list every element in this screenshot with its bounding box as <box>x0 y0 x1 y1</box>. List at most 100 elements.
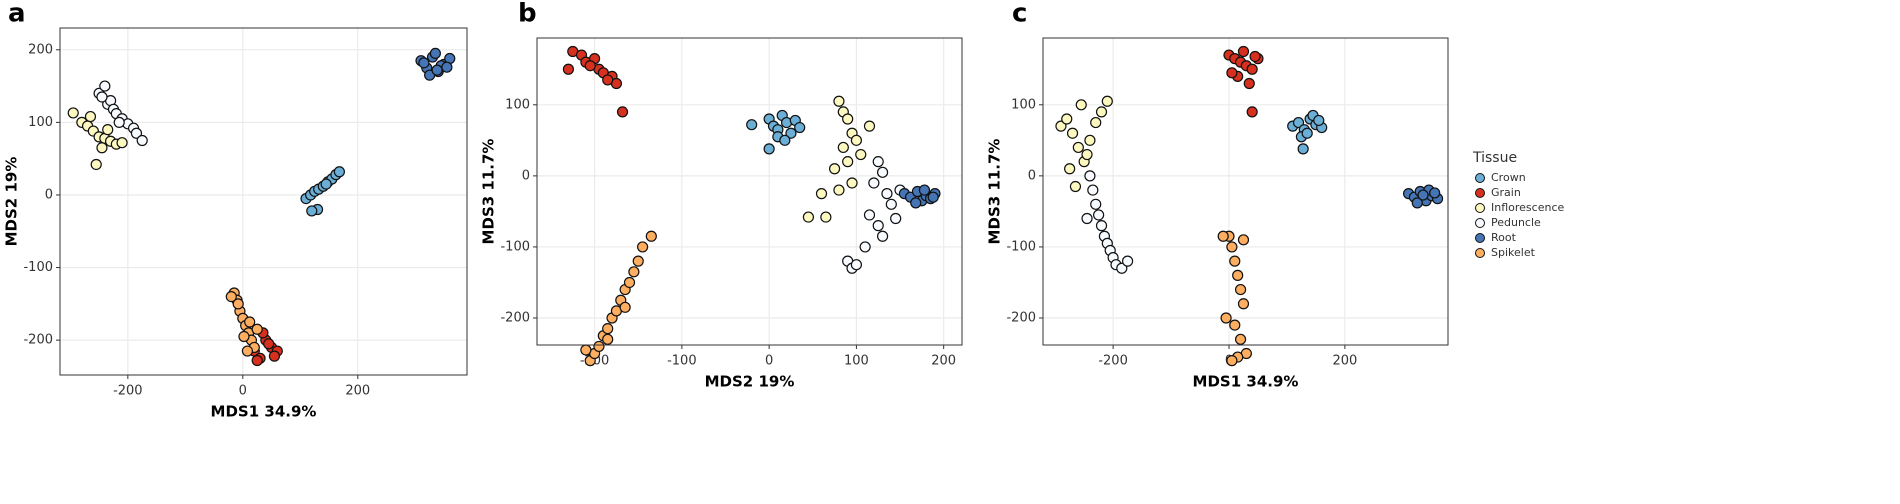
point <box>593 340 605 353</box>
point <box>1084 134 1096 146</box>
point <box>84 110 97 123</box>
y-tick-label: -100 <box>23 260 53 275</box>
point <box>746 119 758 131</box>
point <box>136 134 148 147</box>
point <box>96 142 108 154</box>
point <box>584 60 596 72</box>
point <box>918 184 931 196</box>
point <box>632 255 644 267</box>
point <box>1313 114 1325 127</box>
point <box>424 69 436 81</box>
point <box>562 63 575 75</box>
point <box>1243 77 1255 90</box>
legend-swatch <box>1475 173 1485 183</box>
y-tick-label: -100 <box>500 239 530 254</box>
point <box>876 166 889 178</box>
point <box>763 143 775 155</box>
point <box>815 188 828 200</box>
point <box>1297 143 1309 155</box>
point <box>1064 163 1076 175</box>
point <box>794 121 806 134</box>
y-axis-label: MDS3 11.7% <box>986 139 1004 245</box>
point <box>431 64 443 76</box>
point <box>67 107 79 119</box>
point <box>238 330 250 343</box>
y-tick-label: 0 <box>45 187 53 202</box>
point <box>1234 333 1247 345</box>
point <box>602 323 614 335</box>
x-tick-label: 0 <box>765 354 773 369</box>
legend-swatch <box>1475 233 1485 243</box>
point <box>863 120 876 132</box>
point <box>1232 269 1244 281</box>
point <box>828 163 841 175</box>
point <box>1234 283 1247 296</box>
point <box>619 301 631 313</box>
point <box>820 211 832 223</box>
point <box>842 156 854 168</box>
plot-border <box>59 27 468 376</box>
point <box>1226 67 1238 79</box>
legend-swatch <box>1475 188 1485 198</box>
point <box>1411 197 1423 209</box>
point <box>251 354 263 367</box>
plot-border <box>536 37 963 346</box>
legend-swatch <box>1475 248 1485 258</box>
y-tick-label: -200 <box>23 333 53 348</box>
point <box>1101 95 1113 107</box>
point <box>1087 184 1099 196</box>
point <box>1229 255 1241 267</box>
point <box>850 259 863 271</box>
point <box>890 212 902 225</box>
point <box>418 57 430 69</box>
legend-label: Peduncle <box>1491 216 1541 229</box>
point <box>876 230 889 242</box>
y-tick-label: -100 <box>1006 239 1036 254</box>
point <box>855 148 867 161</box>
point <box>872 220 884 232</box>
point <box>1229 319 1241 331</box>
point <box>602 333 614 345</box>
point <box>320 178 332 190</box>
point <box>225 290 237 303</box>
point <box>1090 198 1102 210</box>
y-tick-label: 100 <box>28 115 53 130</box>
point <box>859 241 871 253</box>
point <box>833 184 845 196</box>
point <box>1217 230 1229 242</box>
point <box>1116 262 1128 274</box>
point <box>910 197 922 209</box>
y-tick-label: 100 <box>505 97 530 112</box>
y-tick-label: 200 <box>28 42 53 57</box>
point <box>429 47 441 60</box>
point <box>1246 63 1258 75</box>
point <box>779 134 791 146</box>
point <box>333 166 345 178</box>
point <box>602 74 614 86</box>
legend-label: Spikelet <box>1491 246 1536 259</box>
point <box>833 95 845 107</box>
point <box>1237 45 1250 58</box>
legend-label: Crown <box>1491 171 1526 184</box>
legend-label: Inflorescence <box>1491 201 1564 214</box>
point <box>1246 106 1258 118</box>
point <box>1093 209 1105 221</box>
point <box>99 80 111 92</box>
point <box>1249 50 1261 63</box>
point <box>1121 255 1134 267</box>
legend-label: Root <box>1491 231 1517 244</box>
point <box>116 137 128 149</box>
point <box>1095 106 1108 118</box>
point <box>616 106 629 118</box>
x-tick-label: 200 <box>931 354 956 369</box>
point <box>232 298 244 310</box>
point <box>863 209 876 221</box>
point <box>1237 298 1250 310</box>
point <box>1061 113 1073 125</box>
legend-title: Tissue <box>1472 150 1517 166</box>
point <box>1081 148 1093 161</box>
plot-border <box>1042 37 1449 346</box>
legend-swatch <box>1475 218 1485 228</box>
point <box>850 134 863 146</box>
point <box>263 338 275 350</box>
